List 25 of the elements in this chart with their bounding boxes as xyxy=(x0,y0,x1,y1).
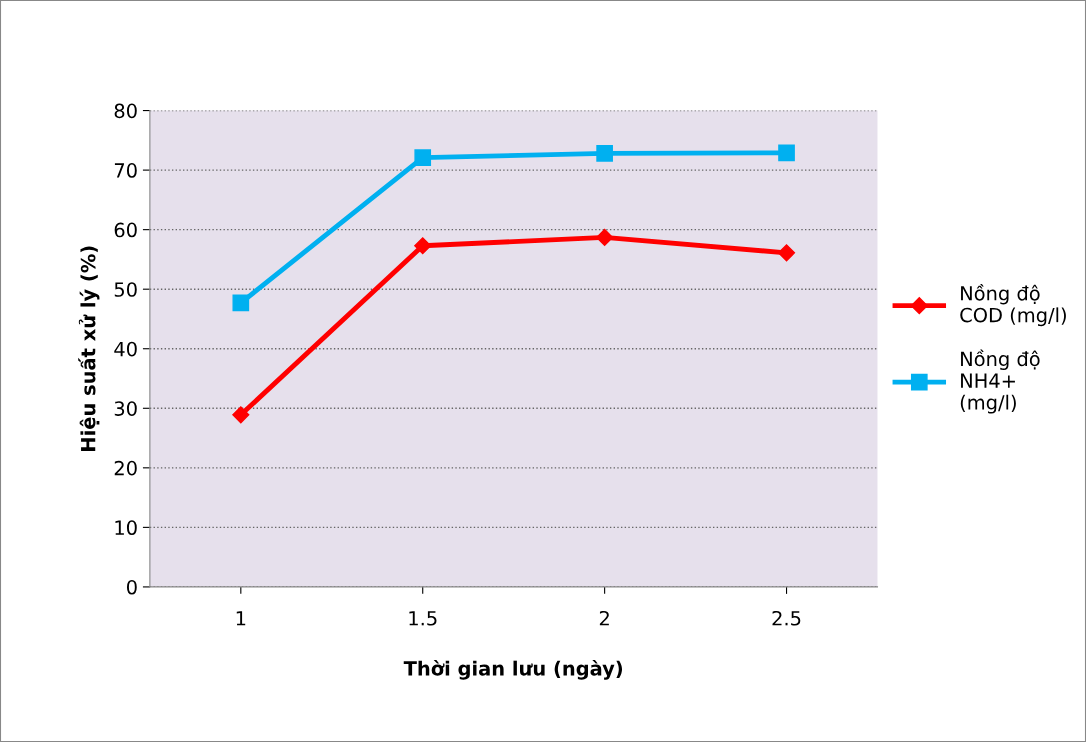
y-tick-label: 50 xyxy=(114,282,137,297)
legend-label: Nồng độ NH4+ (mg/l) xyxy=(960,349,1040,414)
point xyxy=(414,149,432,166)
point xyxy=(596,228,614,246)
y-tick-label: 80 xyxy=(114,103,137,119)
y-tick-label: 60 xyxy=(114,222,137,238)
y-tick-label: 70 xyxy=(114,163,137,178)
point xyxy=(596,145,613,162)
x-tick-label: 2 xyxy=(599,610,609,626)
legend-label: Nồng độ COD (mg/l) xyxy=(960,283,1066,327)
point xyxy=(414,237,432,255)
y-tick-label: 40 xyxy=(114,341,137,357)
point xyxy=(232,406,250,424)
y-tick-label: 20 xyxy=(114,460,137,476)
x-tick-label: 1.5 xyxy=(409,611,437,626)
x-tick-label: 2.5 xyxy=(772,610,801,626)
x-axis-title: Thời gian lưu (ngày) xyxy=(403,659,623,680)
point xyxy=(778,144,795,162)
x-tick-label: 1 xyxy=(236,611,246,626)
y-tick-label: 0 xyxy=(126,579,137,595)
y-axis-title: Hiệu suất xử lý (%) xyxy=(78,246,100,451)
y-tick-label: 30 xyxy=(114,401,137,416)
y-tick-label: 10 xyxy=(115,520,137,536)
point xyxy=(777,244,796,262)
point xyxy=(232,294,250,312)
